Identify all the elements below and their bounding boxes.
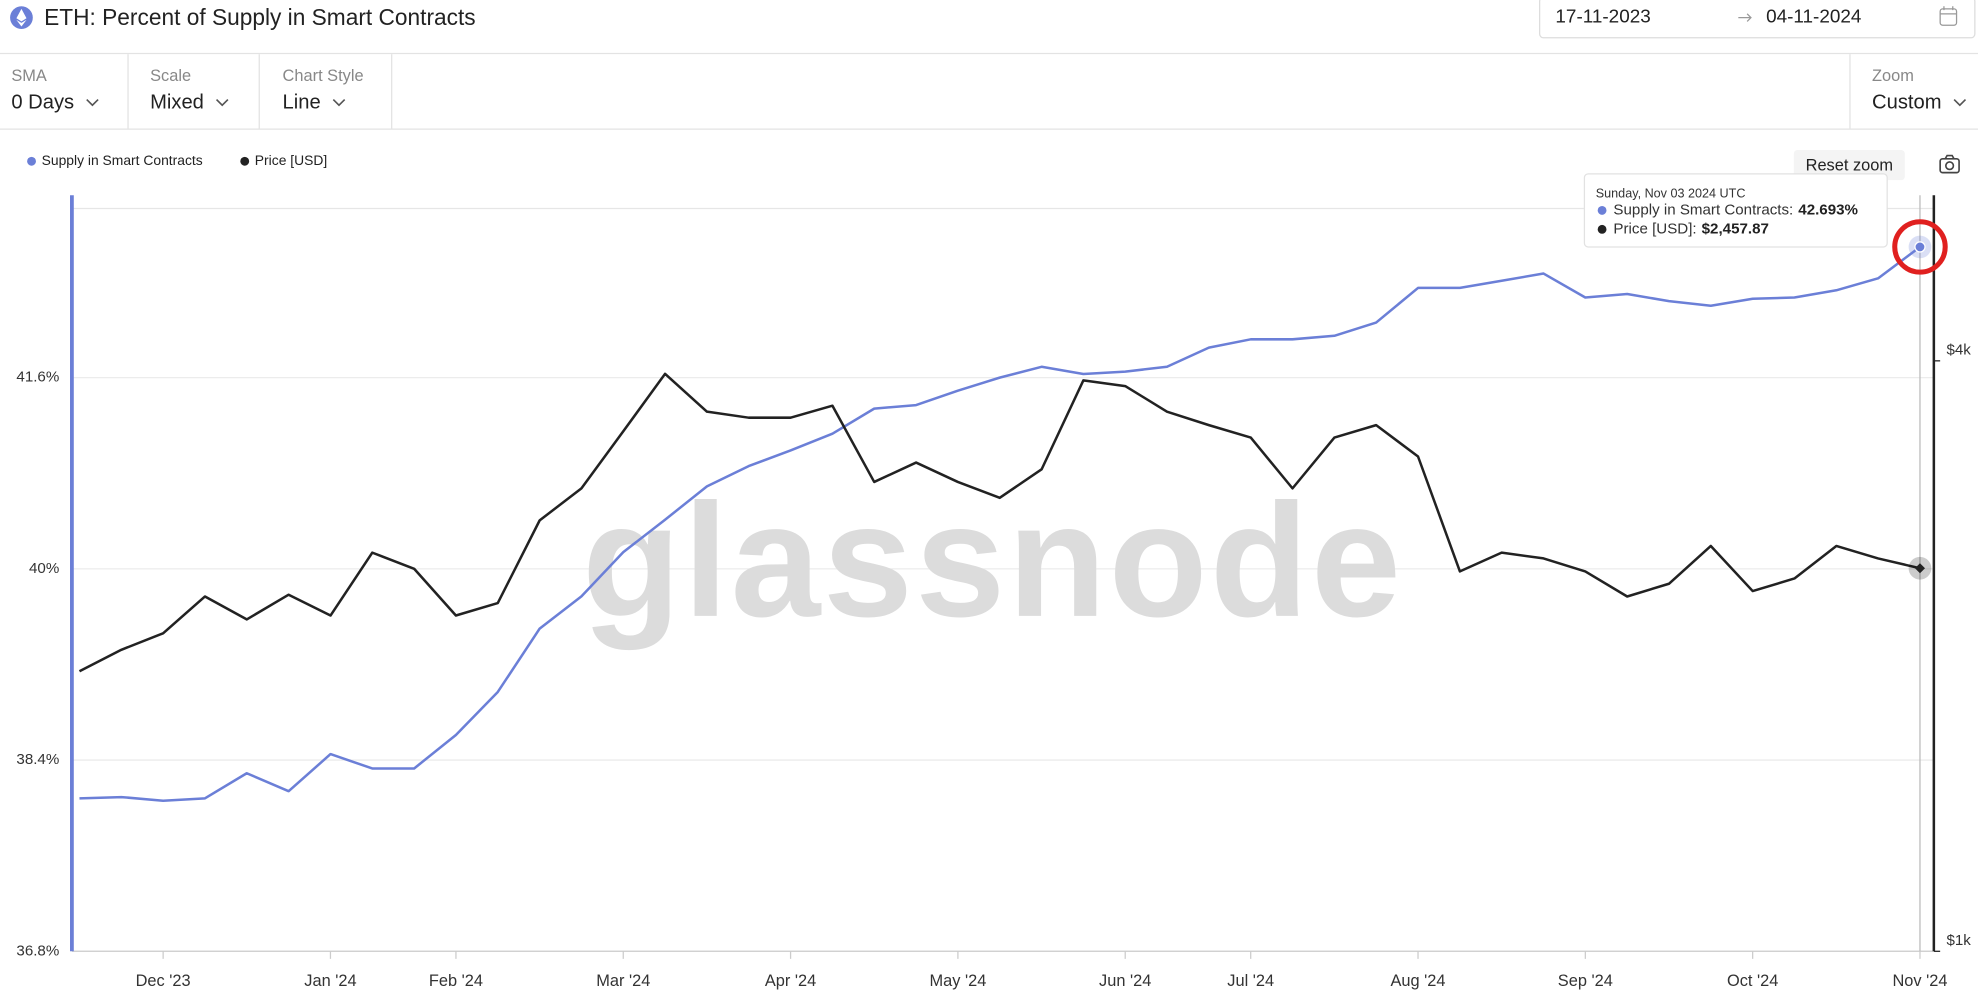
chevron	[215, 98, 229, 107]
control-value[interactable]: Mixed	[150, 92, 204, 114]
x-tick-label: Jul '24	[1227, 972, 1274, 990]
y2-tick-label: $1k	[1946, 932, 1971, 949]
calendar-icon[interactable]	[1939, 6, 1958, 26]
y2-tick-label: $4k	[1946, 342, 1971, 359]
tooltip-name: Price [USD]:	[1613, 220, 1696, 237]
range-arrow	[1738, 13, 1752, 22]
tooltip-dot	[1597, 224, 1607, 234]
legend-dot	[27, 156, 36, 166]
hover-marker	[1914, 241, 1926, 253]
highlight-ring	[1892, 219, 1948, 275]
reset-zoom-button[interactable]	[1793, 149, 1905, 181]
x-tick-label: Jan '24	[304, 972, 356, 990]
camera-icon[interactable]	[1939, 154, 1960, 174]
control-value[interactable]: Line	[283, 92, 321, 114]
chevron	[86, 98, 99, 107]
y-tick-label: 38.4%	[16, 751, 59, 768]
series-line	[79, 245, 1921, 802]
tooltip-box	[1583, 173, 1888, 248]
tooltip-name: Supply in Smart Contracts:	[1613, 201, 1793, 218]
tooltip-value: 42.693%	[1798, 201, 1858, 218]
date-from[interactable]: 17-11-2023	[1555, 7, 1650, 28]
x-tick-label: Mar '24	[596, 972, 650, 990]
y-tick-label: 41.6%	[16, 369, 59, 386]
control-value[interactable]: 0 Days	[11, 92, 74, 114]
watermark: glassnode	[582, 471, 1403, 651]
legend-label[interactable]: Price [USD]	[255, 152, 327, 168]
x-tick-label: Sep '24	[1558, 972, 1613, 990]
control-label: SMA	[11, 67, 47, 85]
page-title: ETH: Percent of Supply in Smart Contract…	[44, 4, 475, 30]
tooltip-date: Sunday, Nov 03 2024 UTC	[1596, 186, 1746, 200]
y-tick-label: 36.8%	[16, 942, 59, 959]
control-label: Zoom	[1872, 67, 1914, 85]
chevron	[332, 98, 346, 107]
x-tick-label: Apr '24	[765, 972, 816, 990]
legend-dot	[240, 156, 250, 166]
x-tick-label: May '24	[929, 972, 986, 990]
control-label: Scale	[150, 67, 191, 85]
controls: SMA 0 Days Scale Mixed Chart Style Line Zoom Cu…	[11, 54, 1967, 129]
x-tick-label: Oct '24	[1727, 972, 1778, 990]
reset-zoom-label[interactable]: Reset zoom	[1806, 157, 1893, 175]
control-label: Chart Style	[283, 67, 364, 85]
legend-label[interactable]: Supply in Smart Contracts	[42, 152, 203, 168]
series-line	[78, 372, 1921, 673]
plot: 36.8% 38.4% 40% 41.6% $1k $4k glassnode Dec '23…	[16, 173, 1971, 990]
eth-glyph	[16, 8, 27, 27]
tooltip-value: $2,457.87	[1702, 220, 1769, 237]
y-tick-label: 40%	[29, 560, 59, 577]
date-range[interactable]	[1539, 0, 1976, 39]
x-tick-label: Dec '23	[136, 972, 191, 990]
tooltip-dot	[1597, 206, 1607, 215]
x-tick-label: Nov '24	[1892, 972, 1947, 990]
date-to[interactable]: 04-11-2024	[1766, 7, 1861, 28]
x-tick-label: Jun '24	[1099, 972, 1151, 990]
x-tick-label: Aug '24	[1390, 972, 1445, 990]
x-tick-label: Feb '24	[429, 972, 483, 990]
chevron	[1953, 98, 1967, 107]
control-value[interactable]: Custom	[1872, 92, 1941, 114]
